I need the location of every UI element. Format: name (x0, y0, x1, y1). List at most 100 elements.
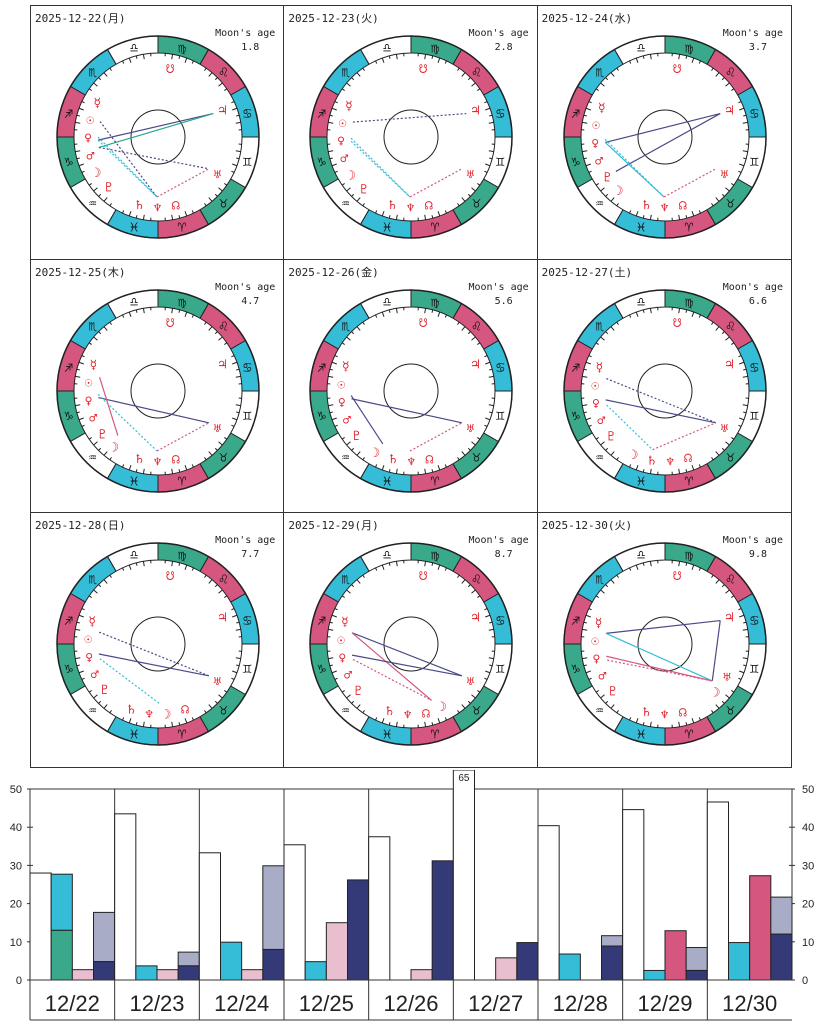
degree-tick (171, 54, 174, 60)
aspect-line (353, 659, 433, 702)
degree-tick (583, 411, 587, 413)
zodiac-sign-icon: ♒ (342, 195, 350, 211)
degree-tick (484, 424, 488, 427)
mercury-icon: ☿ (345, 99, 353, 114)
degree-tick (485, 670, 491, 674)
degree-tick (142, 54, 145, 60)
degree-tick (489, 622, 493, 624)
saturn-icon: ♄ (386, 705, 394, 720)
degree-tick (457, 203, 460, 207)
degree-tick (437, 211, 441, 217)
degree-tick (730, 183, 734, 186)
degree-tick (698, 210, 701, 214)
zodiac-sign-icon: ♊ (750, 661, 759, 677)
degree-tick (477, 88, 481, 91)
degree-tick (691, 718, 694, 724)
node-icon: ☊ (678, 706, 686, 721)
degree-tick (78, 670, 84, 674)
neptune-icon: ♆ (660, 708, 668, 723)
zodiac-sign-icon: ♐ (318, 360, 326, 376)
y-tick-label: 40 (802, 822, 814, 834)
degree-tick (362, 575, 366, 579)
degree-tick (710, 67, 714, 71)
degree-tick (75, 403, 81, 406)
degree-tick (616, 321, 619, 325)
degree-tick (98, 330, 102, 334)
degree-tick (457, 456, 460, 460)
degree-tick (184, 565, 188, 571)
degree-tick (78, 163, 84, 167)
snode-icon: ☋ (673, 62, 681, 77)
moon-age-label: Moon's age (215, 28, 276, 39)
chart-wheel: ♈ ♉ ♊ ♋ ♌ ♍ ♎ ♏ ♐ ♑ ♒ ♓ ☉ ☽ ☿ ♀ ♂ ♃ ♄ ♅ ♆ ♇ ☊ ☋ (309, 542, 514, 747)
degree-tick (218, 82, 223, 87)
degree-tick (431, 722, 434, 726)
degree-tick (635, 211, 639, 217)
degree-tick (128, 57, 132, 63)
zodiac-sign-icon: ♓ (383, 473, 391, 489)
zodiac-sign-icon: ♉ (473, 449, 482, 465)
degree-tick (588, 354, 592, 357)
degree-tick (485, 107, 491, 111)
degree-tick (437, 464, 441, 470)
y-tick-label: 10 (10, 937, 22, 949)
degree-tick (698, 567, 701, 572)
degree-tick (342, 595, 346, 599)
neptune-icon: ♆ (660, 201, 668, 216)
neptune-icon: ♆ (154, 455, 162, 470)
category-label: 12/26 (383, 991, 438, 1016)
chart-wheel: ♈ ♉ ♊ ♋ ♌ ♍ ♎ ♏ ♐ ♑ ♒ ♓ ☉ ☽ ☿ ♀ ♂ ♃ ♄ ♅ ♆ ♇ ☊ ☋ (56, 542, 260, 747)
degree-tick (356, 325, 361, 331)
zodiac-sign-icon: ♓ (636, 727, 644, 743)
venus-icon: ♀ (591, 136, 599, 151)
zodiac-sign-icon: ♈ (431, 473, 440, 489)
chart-wheel: ♈ ♉ ♊ ♋ ♌ ♍ ♎ ♏ ♐ ♑ ♒ ♓ ☉ ☽ ☿ ♀ ♂ ♃ ♄ ♅ ♆ ♇ ☊ ☋ (562, 35, 767, 239)
y-tick-label: 50 (802, 784, 814, 796)
degree-tick (103, 197, 108, 202)
zodiac-sign-icon: ♑ (64, 154, 73, 170)
degree-tick (489, 150, 495, 153)
degree-tick (332, 670, 338, 674)
degree-tick (88, 88, 92, 91)
degree-tick (178, 722, 181, 726)
degree-tick (583, 664, 587, 667)
pluto-icon: ♇ (360, 183, 368, 198)
degree-tick (581, 657, 587, 660)
zodiac-sign-icon: ♋ (750, 613, 758, 629)
degree-tick (332, 615, 338, 618)
degree-tick (396, 561, 399, 567)
jupiter-icon: ♃ (725, 611, 733, 626)
aspect-line (605, 620, 720, 635)
degree-tick (730, 595, 734, 599)
degree-tick (204, 321, 207, 325)
bar-pink (325, 922, 349, 981)
degree-tick (583, 368, 587, 371)
zodiac-sign-icon: ♊ (750, 408, 759, 424)
degree-tick (389, 309, 391, 313)
degree-tick (599, 441, 605, 446)
degree-tick (628, 717, 631, 721)
degree-tick (649, 468, 652, 474)
degree-tick (191, 210, 194, 214)
aspect-line (99, 658, 161, 705)
degree-tick (330, 411, 334, 413)
degree-tick (362, 203, 366, 207)
degree-tick (232, 107, 238, 111)
snode-icon: ☋ (166, 62, 174, 77)
saturn-icon: ♄ (642, 706, 650, 721)
horoscope-chart: 2025-12-22(月) Moon's age 1.8 ♈ ♉ ♊ ♋ ♌ ♍ ♎ ♏ ♐ ♑ ♒ ♓… (31, 6, 285, 260)
zodiac-sign-icon: ♌ (726, 65, 735, 81)
degree-tick (437, 311, 441, 317)
degree-tick (585, 417, 591, 420)
degree-tick (730, 436, 734, 440)
degree-tick (235, 629, 241, 632)
degree-tick (610, 325, 615, 331)
jupiter-icon: ♃ (472, 104, 480, 119)
bar-white (706, 801, 729, 981)
degree-tick (330, 114, 334, 117)
degree-tick (737, 608, 741, 611)
degree-tick (75, 150, 81, 153)
mars-icon: ♂ (91, 668, 99, 683)
degree-tick (424, 722, 427, 728)
degree-tick (742, 411, 746, 413)
